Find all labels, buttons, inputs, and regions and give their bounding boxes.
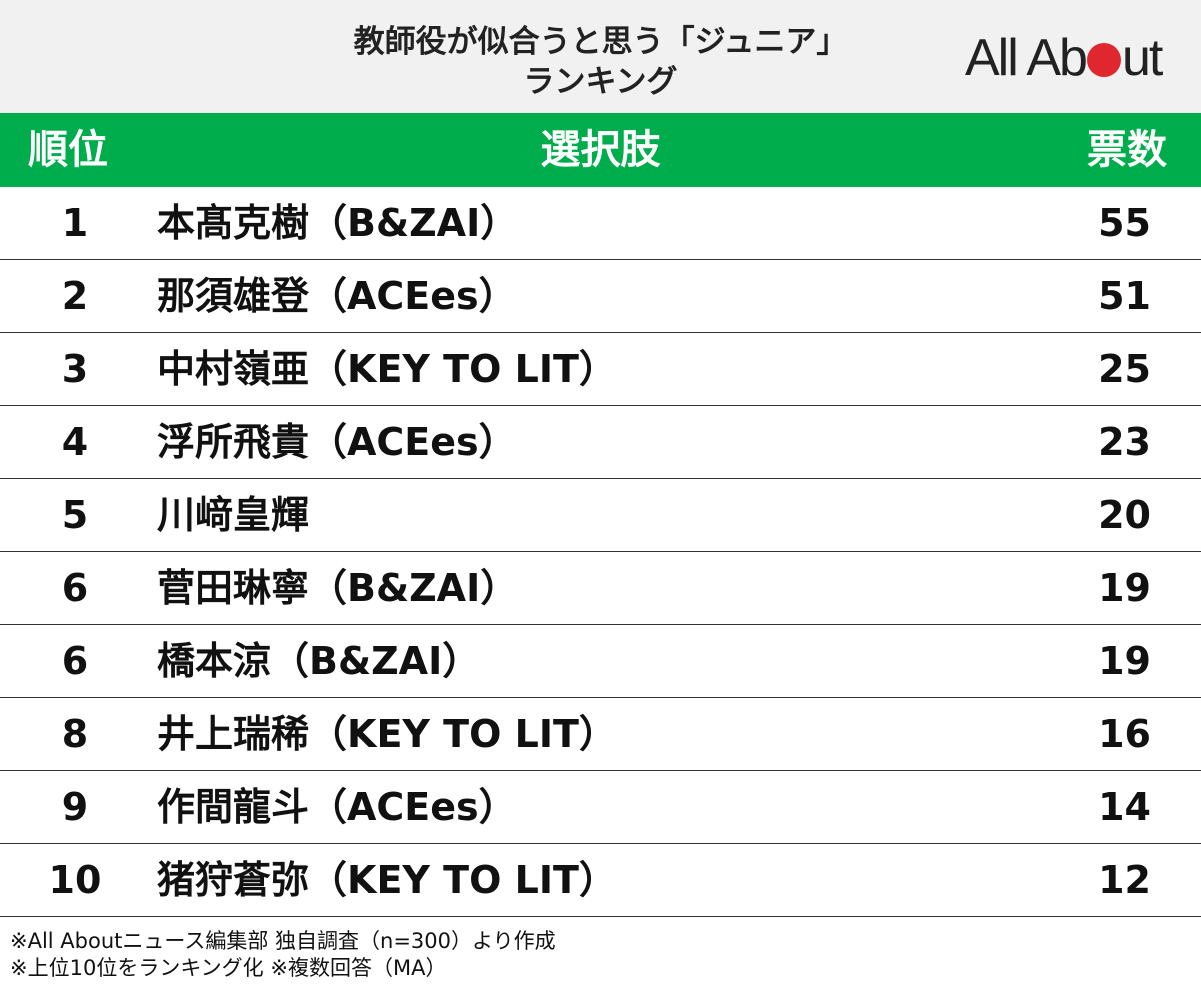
table-row: 5 川﨑皇輝 20 — [0, 479, 1201, 552]
votes-cell: 12 — [1098, 858, 1151, 902]
choice-cell: 川﨑皇輝 — [157, 493, 310, 537]
rank-cell: 8 — [61, 712, 89, 756]
ranking-table-body: 1 本髙克樹（B&ZAI） 55 2 那須雄登（ACEes） 51 3 中村嶺亜… — [0, 187, 1201, 917]
rank-cell: 6 — [61, 566, 89, 610]
rank-cell: 5 — [61, 493, 89, 537]
choice-cell: 菅田琳寧（B&ZAI） — [157, 566, 519, 610]
choice-cell: 本髙克樹（B&ZAI） — [157, 201, 519, 245]
votes-cell: 19 — [1098, 639, 1151, 683]
votes-cell: 16 — [1098, 712, 1151, 756]
table-header: 選択肢 順位 票数 — [0, 113, 1201, 187]
all-about-logo: All Ab ut — [965, 29, 1163, 87]
rank-cell: 4 — [61, 420, 89, 464]
table-row: 8 井上瑞稀（KEY TO LIT） 16 — [0, 698, 1201, 771]
table-row: 9 作間龍斗（ACEes） 14 — [0, 771, 1201, 844]
choice-cell: 橋本涼（B&ZAI） — [157, 639, 481, 683]
table-row: 1 本髙克樹（B&ZAI） 55 — [0, 187, 1201, 260]
footnote-source: ※All Aboutニュース編集部 独自調査（n=300）より作成 — [10, 929, 556, 953]
table-row: 3 中村嶺亜（KEY TO LIT） 25 — [0, 333, 1201, 406]
table-row: 4 浮所飛貴（ACEes） 23 — [0, 406, 1201, 479]
logo-red-dot — [1086, 43, 1121, 77]
votes-cell: 55 — [1098, 201, 1151, 245]
choice-cell: 猪狩蒼弥（KEY TO LIT） — [157, 858, 617, 902]
table-row: 6 橋本涼（B&ZAI） 19 — [0, 625, 1201, 698]
rank-cell: 3 — [61, 347, 89, 391]
votes-cell: 23 — [1098, 420, 1151, 464]
choice-cell: 井上瑞稀（KEY TO LIT） — [157, 712, 617, 756]
choice-cell: 那須雄登（ACEes） — [157, 274, 517, 318]
header: 教師役が似合うと思う「ジュニア」 ランキング All Ab ut — [0, 0, 1201, 113]
votes-cell: 19 — [1098, 566, 1151, 610]
votes-cell: 20 — [1098, 493, 1151, 537]
votes-cell: 25 — [1098, 347, 1151, 391]
votes-cell: 14 — [1098, 785, 1151, 829]
rank-cell: 10 — [48, 858, 102, 902]
table-row: 10 猪狩蒼弥（KEY TO LIT） 12 — [0, 844, 1201, 917]
rank-cell: 2 — [61, 274, 89, 318]
rank-cell: 9 — [61, 785, 89, 829]
page-title: 教師役が似合うと思う「ジュニア」 ランキング — [0, 22, 1201, 102]
logo-text-left: All Ab — [965, 29, 1088, 87]
logo-text-right: ut — [1121, 29, 1163, 87]
title-line-1: 教師役が似合うと思う「ジュニア」 — [353, 24, 848, 60]
rank-cell: 1 — [61, 201, 89, 245]
choice-cell: 中村嶺亜（KEY TO LIT） — [157, 347, 617, 391]
column-header-votes: 票数 — [1087, 127, 1167, 173]
votes-cell: 51 — [1098, 274, 1151, 318]
table-row: 2 那須雄登（ACEes） 51 — [0, 260, 1201, 333]
footnote-method: ※上位10位をランキング化 ※複数回答（MA） — [10, 956, 447, 980]
column-header-rank: 順位 — [28, 127, 108, 173]
title-line-2: ランキング — [523, 64, 678, 100]
choice-cell: 浮所飛貴（ACEes） — [157, 420, 517, 464]
table-row: 6 菅田琳寧（B&ZAI） 19 — [0, 552, 1201, 625]
rank-cell: 6 — [61, 639, 89, 683]
column-header-choice: 選択肢 — [540, 127, 661, 173]
footnotes: ※All Aboutニュース編集部 独自調査（n=300）より作成 ※上位10位… — [10, 928, 556, 982]
choice-cell: 作間龍斗（ACEes） — [157, 785, 517, 829]
